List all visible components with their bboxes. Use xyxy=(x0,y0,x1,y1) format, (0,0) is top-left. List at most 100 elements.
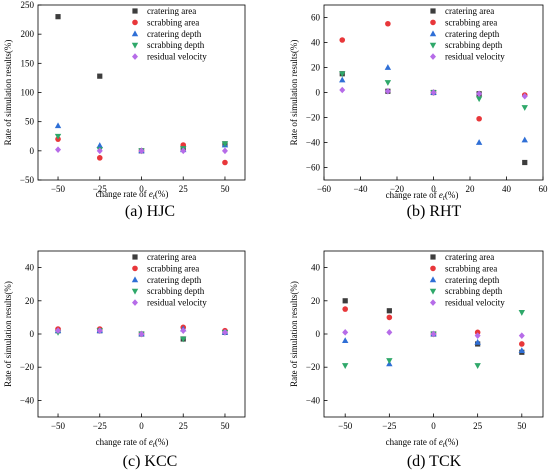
data-point-cratering-area xyxy=(55,14,61,20)
x-axis-label: change rate of et(%) xyxy=(96,437,169,449)
legend-marker-cratering-area xyxy=(430,254,436,260)
data-point-scrabbing-area xyxy=(385,20,391,27)
x-tick-label: 0 xyxy=(431,184,436,194)
x-tick-label: 50 xyxy=(220,184,230,194)
x-tick-label: −60 xyxy=(317,184,332,194)
data-point-scrabbing-area xyxy=(96,155,103,161)
x-tick-label: 0 xyxy=(139,421,144,431)
data-point-scrabbing-depth xyxy=(475,96,483,103)
legend-marker-scrabbing-depth xyxy=(429,288,437,295)
data-point-residual-velocity xyxy=(430,330,437,338)
y-tick-label: 20 xyxy=(311,296,321,306)
panel-b-rht: −60 −40 −20 0 20 40 60 −60 −40 −20 0 20 40 60 change r… xyxy=(289,4,549,220)
panel-caption: (d) TCK xyxy=(407,453,462,470)
y-tick-label: 0 xyxy=(30,329,35,339)
legend-marker-cratering-area xyxy=(430,8,436,14)
legend-label: residual velocity xyxy=(445,52,505,62)
data-point-residual-velocity xyxy=(386,329,393,336)
legend-marker-cratering-depth xyxy=(429,276,437,283)
legend-marker-residual-velocity xyxy=(430,53,436,60)
y-tick-label: 200 xyxy=(21,29,35,39)
y-tick-label: 150 xyxy=(21,58,35,68)
data-point-scrabbing-area xyxy=(339,37,346,43)
data-point-scrabbing-depth xyxy=(384,80,392,86)
data-point-residual-velocity xyxy=(180,327,187,334)
y-tick-label: −40 xyxy=(306,395,321,405)
data-point-scrabbing-area xyxy=(476,115,482,122)
x-axis-label: change rate of et(%) xyxy=(386,190,459,202)
x-tick-label: 50 xyxy=(220,421,230,431)
data-point-cratering-depth xyxy=(341,337,349,344)
y-tick-label: 250 xyxy=(21,0,35,10)
y-tick-label: 40 xyxy=(25,263,35,273)
data-point-scrabbing-depth xyxy=(521,105,528,111)
legend-marker-scrabbing-depth xyxy=(131,42,139,49)
legend-marker-cratering-area xyxy=(132,254,138,260)
y-tick-label: 20 xyxy=(25,296,35,306)
data-point-scrabbing-area xyxy=(386,314,393,321)
legend-label: scrabbing depth xyxy=(445,286,503,296)
x-tick-label: 50 xyxy=(517,421,527,431)
data-point-residual-velocity xyxy=(221,147,228,155)
data-point-residual-velocity xyxy=(221,329,228,336)
x-tick-label: −50 xyxy=(51,184,66,194)
legend-label: scrabbing depth xyxy=(445,40,503,50)
legend-label: cratering depth xyxy=(445,29,500,39)
x-tick-label: −50 xyxy=(51,421,66,431)
data-point-cratering-area xyxy=(522,159,528,166)
x-tick-label: 0 xyxy=(139,184,144,194)
legend-marker-residual-velocity xyxy=(132,53,138,60)
x-tick-label: −40 xyxy=(353,184,368,194)
legend-marker-cratering-depth xyxy=(131,276,139,283)
data-point-scrabbing-depth xyxy=(54,133,62,140)
legend-label: cratering area xyxy=(445,252,494,262)
x-tick-label: 25 xyxy=(179,421,189,431)
data-point-scrabbing-area xyxy=(519,341,525,347)
legend-marker-scrabbing-area xyxy=(132,19,138,26)
data-point-residual-velocity xyxy=(96,147,103,155)
y-tick-label: 50 xyxy=(25,117,35,127)
data-point-scrabbing-depth xyxy=(180,336,187,343)
data-point-scrabbing-depth xyxy=(518,310,526,316)
data-point-residual-velocity xyxy=(55,146,62,153)
data-point-residual-velocity xyxy=(138,330,145,338)
data-point-cratering-depth xyxy=(521,136,528,143)
x-tick-label: −25 xyxy=(382,421,397,431)
data-point-cratering-area xyxy=(97,73,103,79)
legend-label: scrabbing area xyxy=(445,17,497,27)
panel-a-hjc: −50 −25 0 25 50 −50 0 50 100 150 200 250 change rate… xyxy=(3,0,246,220)
x-tick-label: −25 xyxy=(93,421,108,431)
x-tick-label: 60 xyxy=(539,184,549,194)
legend-marker-cratering-depth xyxy=(131,30,139,37)
data-point-residual-velocity xyxy=(96,327,103,334)
data-point-cratering-depth xyxy=(474,338,481,345)
data-point-residual-velocity xyxy=(476,90,483,98)
y-axis-label: Rate of simulation results(%) xyxy=(3,40,13,146)
legend-marker-scrabbing-depth xyxy=(429,42,437,49)
legend-label: cratering area xyxy=(147,252,196,262)
data-point-scrabbing-area xyxy=(342,306,348,312)
legend-label: cratering depth xyxy=(147,275,202,285)
data-point-scrabbing-depth xyxy=(221,141,229,148)
legend-marker-cratering-depth xyxy=(429,30,437,37)
data-point-residual-velocity xyxy=(55,327,62,334)
legend-label: scrabbing depth xyxy=(147,40,205,50)
x-tick-label: 25 xyxy=(473,421,483,431)
data-point-residual-velocity xyxy=(180,147,187,155)
y-tick-label: 40 xyxy=(311,38,321,48)
y-tick-label: 60 xyxy=(311,13,321,23)
legend-label: cratering depth xyxy=(147,29,202,39)
x-axis-label: change rate of et(%) xyxy=(386,437,459,449)
x-tick-label: 0 xyxy=(431,421,436,431)
legend-label: residual velocity xyxy=(445,298,505,308)
panel-d-tck: −50 −25 0 25 50 −40 −20 0 20 40 change rate of et(… xyxy=(289,250,544,470)
y-tick-label: −20 xyxy=(306,362,321,372)
data-point-cratering-area xyxy=(386,308,392,314)
data-point-cratering-depth xyxy=(96,142,103,148)
y-tick-label: −40 xyxy=(306,138,321,148)
